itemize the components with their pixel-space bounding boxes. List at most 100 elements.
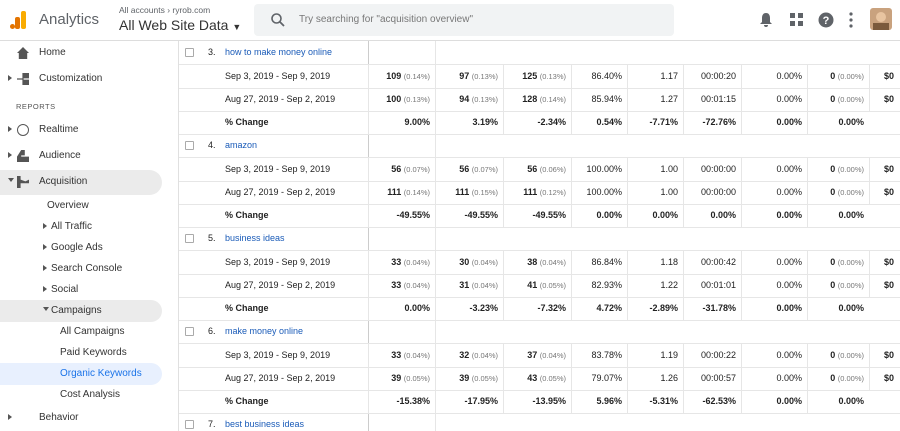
nav-item[interactable]: Acquisition bbox=[39, 176, 88, 187]
metric-value: 0.00% bbox=[776, 117, 802, 127]
metric-value: 0 bbox=[830, 280, 836, 290]
metric-cell: 0 (0.00%) bbox=[807, 251, 869, 274]
metric-value: -2.89% bbox=[649, 303, 678, 313]
metric-cell: 00:00:42 bbox=[683, 251, 741, 274]
checkbox[interactable] bbox=[185, 48, 194, 57]
nav-subitem[interactable]: Search Console bbox=[51, 263, 123, 274]
metric-cell: 82.93% bbox=[571, 274, 627, 297]
keyword-link[interactable]: amazon bbox=[225, 140, 258, 150]
date-row: Sep 3, 2019 - Sep 9, 2019 33 (0.04%) 30 (0… bbox=[179, 251, 900, 275]
row-label: Aug 27, 2019 - Sep 2, 2019 bbox=[225, 187, 336, 197]
metric-value: 82.93% bbox=[591, 280, 622, 290]
metric-value: 0.00% bbox=[596, 210, 622, 220]
metric-share: (0.13%) bbox=[471, 72, 498, 81]
keyword-link[interactable]: best business ideas bbox=[225, 419, 305, 429]
metric-value: -49.55% bbox=[464, 210, 498, 220]
metric-value: 94 bbox=[459, 94, 470, 104]
metric-value: 0.00% bbox=[776, 187, 802, 197]
property-selector[interactable]: All Web Site Data ▼ bbox=[119, 17, 242, 33]
keyword-link[interactable]: make money online bbox=[225, 326, 304, 336]
apps-icon[interactable] bbox=[790, 13, 804, 27]
checkbox[interactable] bbox=[185, 234, 194, 243]
checkbox[interactable] bbox=[185, 141, 194, 150]
nav-subitem[interactable]: Organic Keywords bbox=[60, 368, 142, 379]
avatar[interactable] bbox=[870, 8, 892, 30]
metric-cell: $0 bbox=[869, 158, 900, 181]
checkbox[interactable] bbox=[185, 420, 194, 429]
metric-cell: 0 (0.00%) bbox=[807, 181, 869, 204]
metric-value: 0 bbox=[830, 373, 836, 383]
keyword-row: 6. make money online bbox=[179, 320, 900, 344]
metric-cell: -17.95% bbox=[435, 390, 503, 413]
metric-value: 0.00% bbox=[776, 280, 802, 290]
metric-cell: 0 (0.00%) bbox=[807, 367, 869, 390]
metric-value: 111 bbox=[387, 187, 402, 197]
nav-subitem[interactable]: All Traffic bbox=[51, 221, 92, 232]
cell-divider bbox=[435, 227, 436, 250]
metric-value: -62.53% bbox=[702, 396, 736, 406]
help-icon[interactable]: ? bbox=[818, 12, 834, 28]
metric-value: 1.17 bbox=[660, 71, 678, 81]
metric-value: 86.40% bbox=[591, 71, 622, 81]
metric-cell: 1.27 bbox=[627, 88, 683, 111]
nav-subitem[interactable]: Overview bbox=[47, 200, 89, 211]
metric-share: (0.15%) bbox=[471, 188, 498, 197]
metric-value: 0.00% bbox=[776, 210, 802, 220]
metric-share: (0.07%) bbox=[471, 165, 498, 174]
search-box[interactable]: Try searching for "acquisition overview" bbox=[254, 4, 674, 36]
nav-item[interactable]: Behavior bbox=[39, 412, 79, 423]
change-row: % Change 0.00% -3.23% -7.32% 4.72% -2.89% -31.… bbox=[179, 297, 900, 321]
metric-share: (0.14%) bbox=[403, 188, 430, 197]
breadcrumb[interactable]: All accounts › ryrob.com bbox=[119, 5, 211, 15]
checkbox[interactable] bbox=[185, 327, 194, 336]
row-label: Aug 27, 2019 - Sep 2, 2019 bbox=[225, 373, 336, 383]
metric-cell: -7.71% bbox=[627, 111, 683, 134]
metric-value: 100.00% bbox=[586, 164, 622, 174]
metric-value: $0 bbox=[884, 187, 895, 197]
nav-item[interactable]: Customization bbox=[39, 73, 103, 84]
metric-cell: 109 (0.14%) bbox=[368, 65, 435, 88]
row-label: Sep 3, 2019 - Sep 9, 2019 bbox=[225, 350, 331, 360]
metric-value: 4.72% bbox=[596, 303, 622, 313]
nav-subitem[interactable]: Paid Keywords bbox=[60, 347, 127, 358]
metric-cell: 0.00% bbox=[627, 204, 683, 227]
metric-cell: 00:00:00 bbox=[683, 158, 741, 181]
metric-cell: 0 (0.00%) bbox=[807, 65, 869, 88]
nav-subitem[interactable]: Campaigns bbox=[51, 305, 102, 316]
expand-arrow bbox=[43, 265, 47, 271]
metric-value: -5.31% bbox=[649, 396, 678, 406]
metric-value: -17.95% bbox=[464, 396, 498, 406]
metric-cell: 111 (0.14%) bbox=[368, 181, 435, 204]
nav-subitem[interactable]: All Campaigns bbox=[60, 326, 125, 337]
metric-share: (0.07%) bbox=[403, 165, 430, 174]
metric-value: 0 bbox=[830, 164, 836, 174]
metric-value: -15.38% bbox=[396, 396, 430, 406]
metric-value: -49.55% bbox=[396, 210, 430, 220]
metric-cell: 31 (0.04%) bbox=[435, 274, 503, 297]
expand-arrow bbox=[8, 414, 12, 420]
metric-cell: -72.76% bbox=[683, 111, 741, 134]
metric-value: -49.55% bbox=[532, 210, 566, 220]
metric-cell: 125 (0.13%) bbox=[503, 65, 571, 88]
more-icon[interactable] bbox=[848, 12, 854, 28]
metric-value: 0 bbox=[830, 350, 836, 360]
keyword-link[interactable]: how to make money online bbox=[225, 47, 333, 57]
keyword-link[interactable]: business ideas bbox=[225, 233, 285, 243]
metric-share: (0.13%) bbox=[471, 95, 498, 104]
nav-item[interactable]: Home bbox=[39, 47, 66, 58]
bell-icon[interactable] bbox=[758, 12, 774, 28]
metric-cell: -49.55% bbox=[435, 204, 503, 227]
metric-cell: 0.00% bbox=[807, 204, 869, 227]
metric-value: $0 bbox=[884, 257, 895, 267]
metric-cell: 43 (0.05%) bbox=[503, 367, 571, 390]
metric-value: 1.26 bbox=[660, 373, 678, 383]
nav-item[interactable]: Audience bbox=[39, 150, 81, 161]
metric-cell: -2.34% bbox=[503, 111, 571, 134]
metric-value: 0.00% bbox=[776, 164, 802, 174]
nav-subitem[interactable]: Google Ads bbox=[51, 242, 103, 253]
nav-subitem[interactable]: Cost Analysis bbox=[60, 389, 121, 400]
nav-item[interactable]: Realtime bbox=[39, 124, 79, 135]
metric-share: (0.14%) bbox=[403, 72, 430, 81]
metric-cell: 00:01:01 bbox=[683, 274, 741, 297]
nav-subitem[interactable]: Social bbox=[51, 284, 79, 295]
